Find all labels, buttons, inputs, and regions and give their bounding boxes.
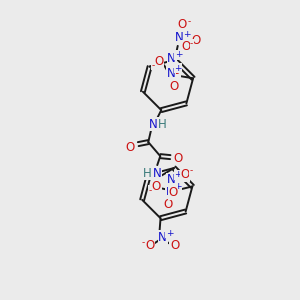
Text: N: N — [153, 167, 162, 180]
Text: O: O — [126, 141, 135, 154]
Text: -: - — [149, 186, 152, 195]
Text: O: O — [191, 34, 200, 47]
Text: O: O — [152, 180, 161, 193]
Text: +: + — [174, 64, 182, 73]
Text: O: O — [170, 239, 179, 252]
Text: -: - — [187, 17, 190, 26]
Text: -: - — [189, 166, 193, 175]
Text: +: + — [175, 50, 182, 59]
Text: O: O — [154, 55, 164, 68]
Text: N: N — [158, 231, 167, 244]
Text: -: - — [190, 39, 193, 48]
Text: +: + — [183, 30, 190, 39]
Text: +: + — [174, 182, 181, 191]
Text: N: N — [149, 118, 158, 130]
Text: -: - — [142, 238, 145, 247]
Text: N: N — [176, 32, 184, 44]
Text: N: N — [167, 173, 175, 186]
Text: N: N — [167, 67, 176, 80]
Text: O: O — [168, 186, 178, 199]
Text: O: O — [145, 239, 154, 252]
Text: O: O — [181, 40, 190, 53]
Text: H: H — [143, 167, 152, 180]
Text: O: O — [180, 168, 190, 181]
Text: N: N — [167, 52, 176, 65]
Text: -: - — [152, 61, 155, 70]
Text: O: O — [169, 80, 179, 93]
Text: N: N — [166, 185, 175, 198]
Text: O: O — [164, 198, 173, 211]
Text: H: H — [158, 118, 167, 130]
Text: O: O — [177, 18, 186, 32]
Text: +: + — [174, 170, 182, 179]
Text: O: O — [174, 152, 183, 165]
Text: O: O — [171, 64, 180, 77]
Text: +: + — [166, 229, 173, 238]
